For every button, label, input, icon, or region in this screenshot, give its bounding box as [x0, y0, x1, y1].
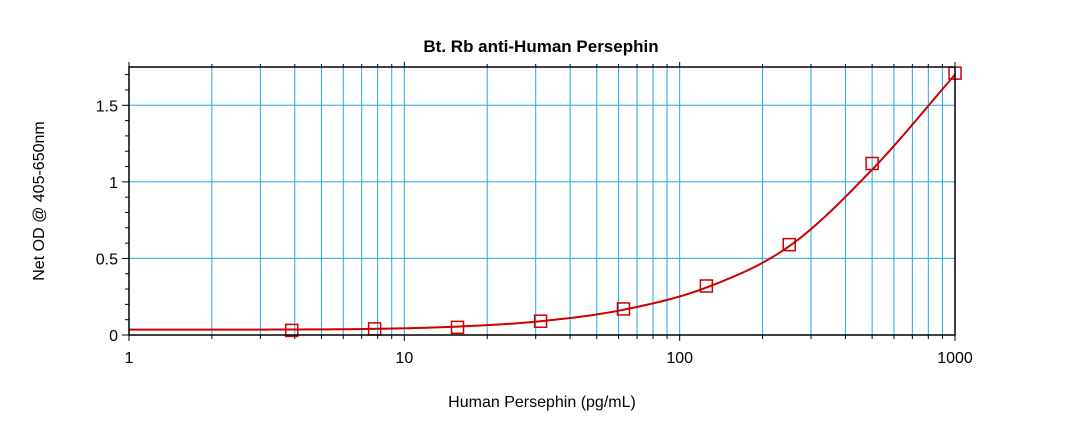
- data-point-marker: [616, 302, 631, 316]
- x-axis-label: Human Persephin (pg/mL): [448, 394, 636, 411]
- x-tick-label: 10: [395, 350, 413, 367]
- x-tick-labels: 1 10 100 1000: [125, 350, 973, 367]
- data-point-marker: [450, 320, 465, 335]
- y-tick-label: 0.5: [96, 251, 118, 268]
- y-tick-label: 1.5: [96, 98, 118, 115]
- x-tick-label: 1000: [937, 350, 973, 367]
- fit-curve-layer: [129, 74, 956, 331]
- chart-title: Bt. Rb anti-Human Persephin: [423, 37, 658, 56]
- data-point-marker: [533, 314, 548, 328]
- data-point-marker: [865, 156, 879, 171]
- y-tick-labels: 0 0.5 1 1.5: [96, 98, 118, 345]
- x-tick-label: 1: [125, 350, 134, 367]
- y-tick-label: 1: [109, 175, 118, 192]
- y-tick-label: 0: [109, 328, 118, 345]
- fit-curve: [129, 74, 956, 331]
- x-tick-label: 100: [666, 350, 693, 367]
- plot-frame: [128, 66, 956, 336]
- data-point-marker: [284, 323, 299, 338]
- grid: [129, 67, 955, 335]
- data-point-marker: [782, 237, 796, 252]
- axis-ticks: [122, 62, 956, 341]
- plot-area: [129, 67, 955, 335]
- data-point-marker: [699, 279, 714, 293]
- y-axis-label: Net OD @ 405-650nm: [31, 121, 48, 280]
